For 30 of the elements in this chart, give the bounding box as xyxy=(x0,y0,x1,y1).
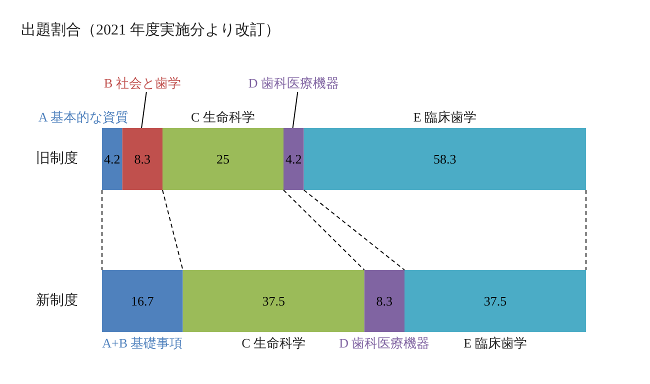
bar xyxy=(102,270,183,332)
series-label: E 臨床歯学 xyxy=(413,110,477,124)
series-label: A 基本的な資質 xyxy=(38,110,128,124)
bar xyxy=(284,128,304,190)
chart-title: 出題割合（2021 年度実施分より改訂） xyxy=(21,22,280,38)
data-label: 37.5 xyxy=(484,294,507,308)
text: D 歯科医療機器 xyxy=(248,76,339,90)
bar xyxy=(404,270,586,332)
data-label: 58.3 xyxy=(434,152,456,166)
bar xyxy=(182,270,364,332)
text: E 臨床歯学 xyxy=(464,336,527,350)
y-tick-label: 新制度 xyxy=(36,292,78,308)
data-label: 25 xyxy=(216,152,230,166)
bar xyxy=(102,128,122,190)
data-label: 4.2 xyxy=(104,152,120,166)
series-label: D 歯科医療機器 xyxy=(339,336,430,350)
data-label: 8.3 xyxy=(134,152,151,166)
y-tick-label: 旧制度 xyxy=(36,150,78,166)
data-label: 37.5 xyxy=(262,294,285,308)
data-label: 4.2 xyxy=(286,152,302,166)
series-label: C 生命科学 xyxy=(191,110,255,124)
data-label: 16.7 xyxy=(131,294,154,308)
text: C 生命科学 xyxy=(242,336,306,350)
bar xyxy=(304,128,586,190)
data-label: 8.3 xyxy=(376,294,393,308)
bar xyxy=(364,270,404,332)
bar xyxy=(122,128,162,190)
bar xyxy=(162,128,284,190)
text: B 社会と歯学 xyxy=(104,76,181,90)
series-label: A+B 基礎事項 xyxy=(102,336,183,350)
